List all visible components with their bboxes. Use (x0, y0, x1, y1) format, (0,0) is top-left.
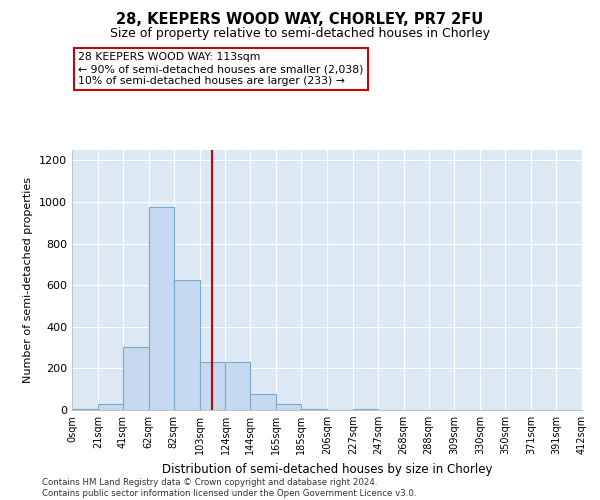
Text: 28 KEEPERS WOOD WAY: 113sqm
← 90% of semi-detached houses are smaller (2,038)
10: 28 KEEPERS WOOD WAY: 113sqm ← 90% of sem… (78, 52, 364, 86)
Y-axis label: Number of semi-detached properties: Number of semi-detached properties (23, 177, 34, 383)
Bar (250, 394, 276, 410)
Bar (276, 404, 301, 410)
X-axis label: Distribution of semi-detached houses by size in Chorley: Distribution of semi-detached houses by … (162, 462, 492, 475)
Bar (98, 404, 123, 410)
Bar (199, 362, 226, 410)
Bar (123, 346, 149, 410)
Bar (301, 409, 327, 410)
Bar (149, 207, 173, 410)
Bar (72, 409, 98, 410)
Bar (353, 409, 378, 410)
Text: Contains HM Land Registry data © Crown copyright and database right 2024.
Contai: Contains HM Land Registry data © Crown c… (42, 478, 416, 498)
Text: 28, KEEPERS WOOD WAY, CHORLEY, PR7 2FU: 28, KEEPERS WOOD WAY, CHORLEY, PR7 2FU (116, 12, 484, 28)
Bar (226, 362, 250, 410)
Text: Size of property relative to semi-detached houses in Chorley: Size of property relative to semi-detach… (110, 28, 490, 40)
Bar (173, 280, 199, 410)
